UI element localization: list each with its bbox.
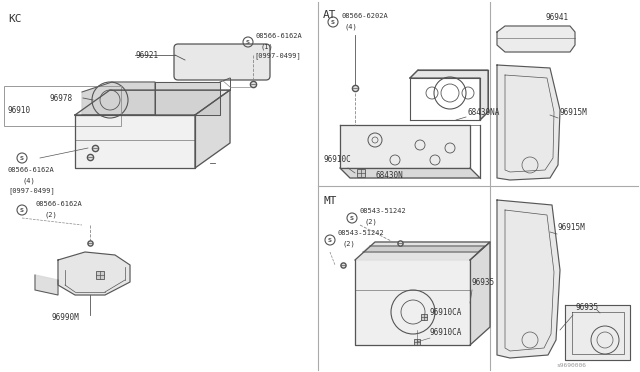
Text: S: S <box>350 215 354 221</box>
Text: S: S <box>246 39 250 45</box>
Text: (2): (2) <box>365 218 378 224</box>
Text: (4): (4) <box>345 23 358 29</box>
Text: (2): (2) <box>343 240 356 247</box>
Text: AT: AT <box>323 10 337 20</box>
Text: 96941: 96941 <box>545 13 568 22</box>
Text: 96910C: 96910C <box>323 155 351 164</box>
Text: s9690006: s9690006 <box>556 363 586 368</box>
Bar <box>96 271 104 279</box>
Text: 96910CA: 96910CA <box>430 328 462 337</box>
Polygon shape <box>565 305 630 360</box>
Text: 08543-51242: 08543-51242 <box>360 208 407 214</box>
Polygon shape <box>155 82 220 115</box>
Text: 96915M: 96915M <box>560 108 588 117</box>
Text: S: S <box>328 237 332 243</box>
Text: 96910: 96910 <box>8 106 31 115</box>
Polygon shape <box>340 125 470 168</box>
Polygon shape <box>363 246 485 252</box>
Text: 96935: 96935 <box>472 278 495 287</box>
Polygon shape <box>470 242 490 345</box>
Text: 08543-51242: 08543-51242 <box>338 230 385 236</box>
Polygon shape <box>497 200 560 358</box>
Text: 68430NA: 68430NA <box>468 108 500 117</box>
Text: KC: KC <box>8 14 22 24</box>
Polygon shape <box>497 65 560 180</box>
Bar <box>357 169 365 177</box>
Text: 08566-6162A: 08566-6162A <box>35 201 82 207</box>
Polygon shape <box>75 115 195 168</box>
Text: 96910CA: 96910CA <box>430 308 462 317</box>
Text: 96990M: 96990M <box>51 313 79 322</box>
Text: 96978: 96978 <box>50 93 73 103</box>
Polygon shape <box>340 168 480 178</box>
Polygon shape <box>410 70 488 120</box>
Text: MT: MT <box>323 196 337 206</box>
FancyBboxPatch shape <box>174 44 270 80</box>
Text: (2): (2) <box>45 211 58 218</box>
Text: 08566-6202A: 08566-6202A <box>341 13 388 19</box>
Text: S: S <box>331 19 335 25</box>
Polygon shape <box>75 90 230 115</box>
Polygon shape <box>195 90 230 168</box>
Text: (4): (4) <box>22 177 35 183</box>
Polygon shape <box>497 26 575 52</box>
Text: 08566-6162A: 08566-6162A <box>256 33 303 39</box>
Text: 96915M: 96915M <box>558 223 586 232</box>
Polygon shape <box>82 82 155 115</box>
Polygon shape <box>35 275 58 295</box>
Text: [0997-0499]: [0997-0499] <box>8 187 55 194</box>
Text: 96935: 96935 <box>575 303 598 312</box>
Bar <box>421 314 427 320</box>
Bar <box>414 339 420 345</box>
Text: (1): (1) <box>260 43 273 49</box>
Text: 08566-6162A: 08566-6162A <box>8 167 55 173</box>
Text: [0997-0499]: [0997-0499] <box>254 52 301 59</box>
Text: S: S <box>20 208 24 212</box>
Text: 68430N: 68430N <box>375 171 403 180</box>
Polygon shape <box>58 252 130 295</box>
Text: 96921: 96921 <box>135 51 158 60</box>
Text: S: S <box>20 155 24 160</box>
Polygon shape <box>355 242 490 260</box>
Polygon shape <box>355 260 470 345</box>
